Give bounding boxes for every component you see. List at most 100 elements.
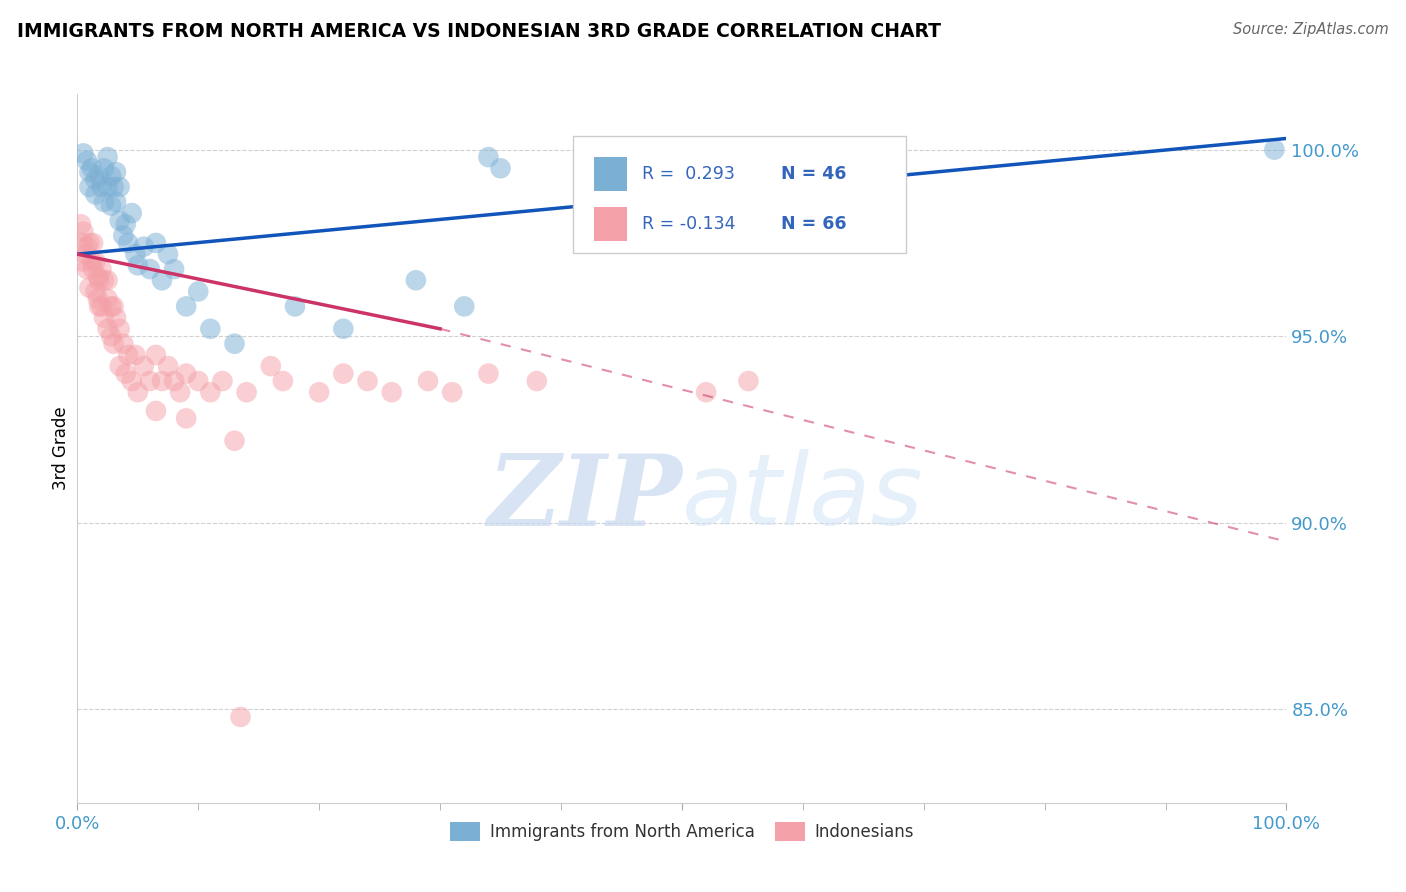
Point [489, 161, 512, 176]
Point [381, 385, 404, 400]
Point [84, 254, 107, 268]
Point [169, 385, 191, 400]
Text: N = 66: N = 66 [782, 215, 846, 233]
Point [132, 359, 155, 373]
Point [117, 235, 139, 250]
Point [157, 247, 180, 261]
Point [79, 281, 101, 295]
Point [356, 374, 378, 388]
Point [145, 404, 167, 418]
Point [174, 411, 197, 425]
Point [308, 385, 330, 400]
Point [70, 217, 93, 231]
Text: R =  0.293: R = 0.293 [643, 165, 735, 183]
Text: ZIP: ZIP [486, 450, 682, 546]
Point [93, 194, 115, 209]
Point [114, 217, 136, 231]
Text: Source: ZipAtlas.com: Source: ZipAtlas.com [1233, 22, 1389, 37]
Point [187, 374, 209, 388]
Point [84, 187, 107, 202]
Point [96, 150, 118, 164]
Point [284, 300, 307, 314]
Bar [593, 207, 627, 241]
Point [96, 180, 118, 194]
Point [695, 385, 717, 400]
Point [229, 710, 252, 724]
Point [200, 322, 222, 336]
Point [100, 199, 122, 213]
Point [224, 434, 246, 448]
Point [108, 359, 131, 373]
Point [90, 180, 112, 194]
Point [187, 285, 209, 299]
Point [441, 385, 464, 400]
Point [84, 172, 107, 186]
Point [108, 180, 131, 194]
Point [84, 285, 107, 299]
Point [76, 153, 98, 168]
Point [526, 374, 548, 388]
Point [477, 367, 499, 381]
Point [72, 225, 94, 239]
Point [477, 150, 499, 164]
Point [96, 322, 118, 336]
Text: atlas: atlas [682, 450, 924, 547]
Point [1263, 143, 1285, 157]
Point [834, 150, 856, 164]
Point [105, 194, 128, 209]
Point [737, 374, 759, 388]
Point [80, 161, 103, 176]
Point [82, 262, 104, 277]
Point [145, 235, 167, 250]
Point [139, 262, 162, 277]
Point [127, 258, 149, 272]
Point [87, 269, 110, 284]
Point [117, 348, 139, 362]
Point [139, 374, 162, 388]
Point [405, 273, 427, 287]
Point [792, 143, 814, 157]
Point [76, 262, 98, 277]
Point [157, 359, 180, 373]
Point [127, 385, 149, 400]
Point [124, 247, 146, 261]
Point [121, 374, 143, 388]
Point [200, 385, 222, 400]
Point [79, 180, 101, 194]
Point [150, 374, 173, 388]
Point [79, 165, 101, 179]
Point [174, 367, 197, 381]
Point [163, 374, 186, 388]
Text: N = 46: N = 46 [782, 165, 846, 183]
Point [79, 235, 101, 250]
Point [416, 374, 439, 388]
Point [112, 336, 135, 351]
Point [150, 273, 173, 287]
Point [82, 235, 104, 250]
Point [100, 329, 122, 343]
Point [105, 165, 128, 179]
Point [260, 359, 283, 373]
Point [271, 374, 294, 388]
Point [70, 235, 93, 250]
Point [453, 300, 475, 314]
Point [103, 180, 125, 194]
Point [124, 348, 146, 362]
Point [87, 292, 110, 306]
Point [108, 322, 131, 336]
Point [93, 161, 115, 176]
Point [87, 300, 110, 314]
Point [174, 300, 197, 314]
Point [103, 336, 125, 351]
Point [96, 273, 118, 287]
Point [235, 385, 257, 400]
Point [100, 169, 122, 183]
Point [121, 206, 143, 220]
Point [80, 254, 103, 268]
Point [76, 240, 98, 254]
Point [72, 254, 94, 268]
Point [93, 273, 115, 287]
Point [105, 310, 128, 325]
Legend: Immigrants from North America, Indonesians: Immigrants from North America, Indonesia… [443, 815, 921, 847]
FancyBboxPatch shape [574, 136, 905, 253]
